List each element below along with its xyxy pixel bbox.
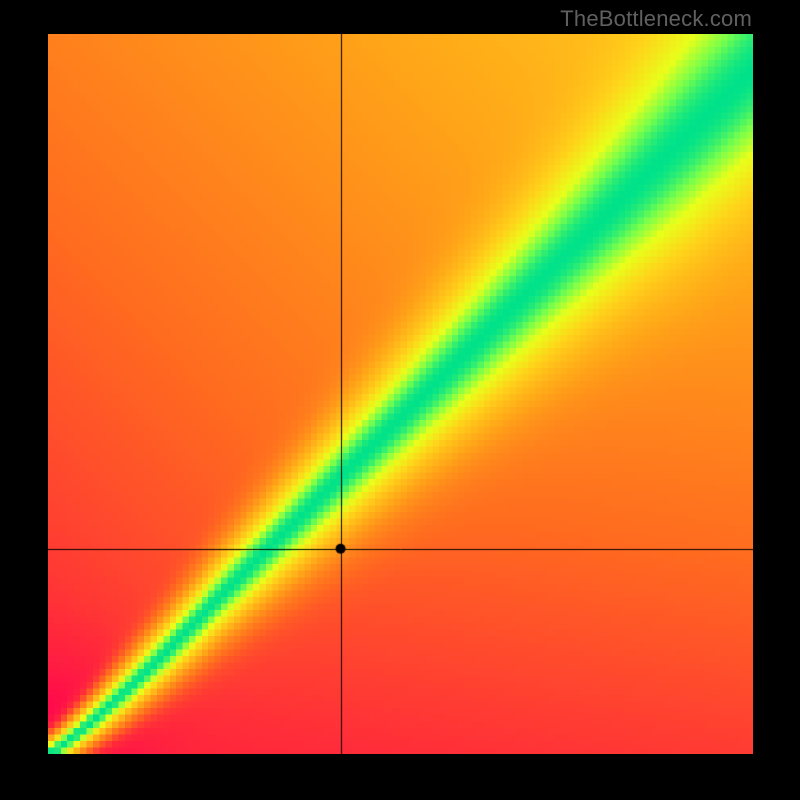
chart-root: TheBottleneck.com bbox=[0, 0, 800, 800]
watermark-text: TheBottleneck.com bbox=[560, 6, 752, 32]
heatmap-canvas bbox=[48, 34, 753, 754]
